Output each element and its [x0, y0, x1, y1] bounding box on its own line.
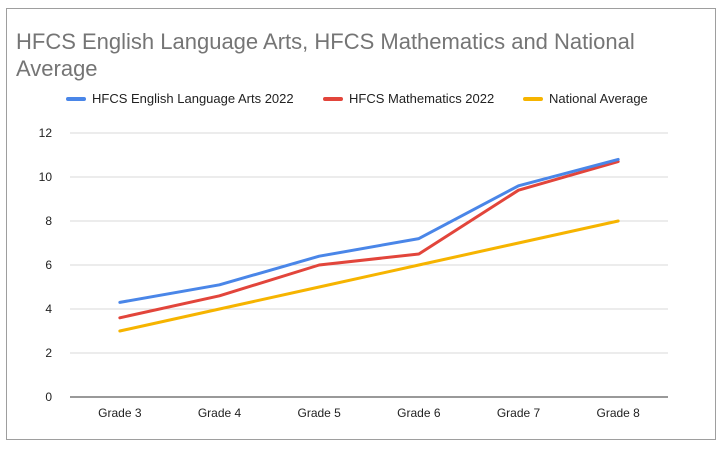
series-line [118, 219, 620, 333]
legend-item: HFCS Mathematics 2022 [323, 91, 494, 106]
legend-label: HFCS English Language Arts 2022 [92, 91, 294, 106]
x-tick-label: Grade 6 [397, 406, 441, 420]
x-tick-label: Grade 8 [596, 406, 640, 420]
x-tick-label: Grade 3 [98, 406, 142, 420]
y-axis-ticks: 0 2 4 6 8 10 12 [39, 126, 53, 404]
y-tick-label: 2 [45, 346, 52, 360]
gridlines [70, 132, 668, 398]
y-tick-label: 8 [45, 214, 52, 228]
y-tick-label: 12 [39, 126, 53, 140]
x-axis-ticks: Grade 3 Grade 4 Grade 5 Grade 6 Grade 7 Grade… [98, 406, 640, 420]
y-tick-label: 10 [39, 170, 53, 184]
legend: HFCS English Language Arts 2022 HFCS Math… [66, 91, 648, 106]
chart-title: HFCS English Language Arts, HFCS Mathema… [16, 29, 635, 81]
legend-item: National Average [523, 91, 648, 106]
series-line [118, 157, 620, 304]
series-line [118, 160, 620, 320]
y-tick-label: 6 [45, 258, 52, 272]
legend-label: National Average [549, 91, 648, 106]
x-tick-label: Grade 4 [198, 406, 242, 420]
x-tick-label: Grade 7 [497, 406, 541, 420]
legend-item: HFCS English Language Arts 2022 [66, 91, 294, 106]
y-tick-label: 0 [45, 390, 52, 404]
x-tick-label: Grade 5 [297, 406, 341, 420]
legend-label: HFCS Mathematics 2022 [349, 91, 494, 106]
y-tick-label: 4 [45, 302, 52, 316]
series-lines [118, 157, 620, 333]
